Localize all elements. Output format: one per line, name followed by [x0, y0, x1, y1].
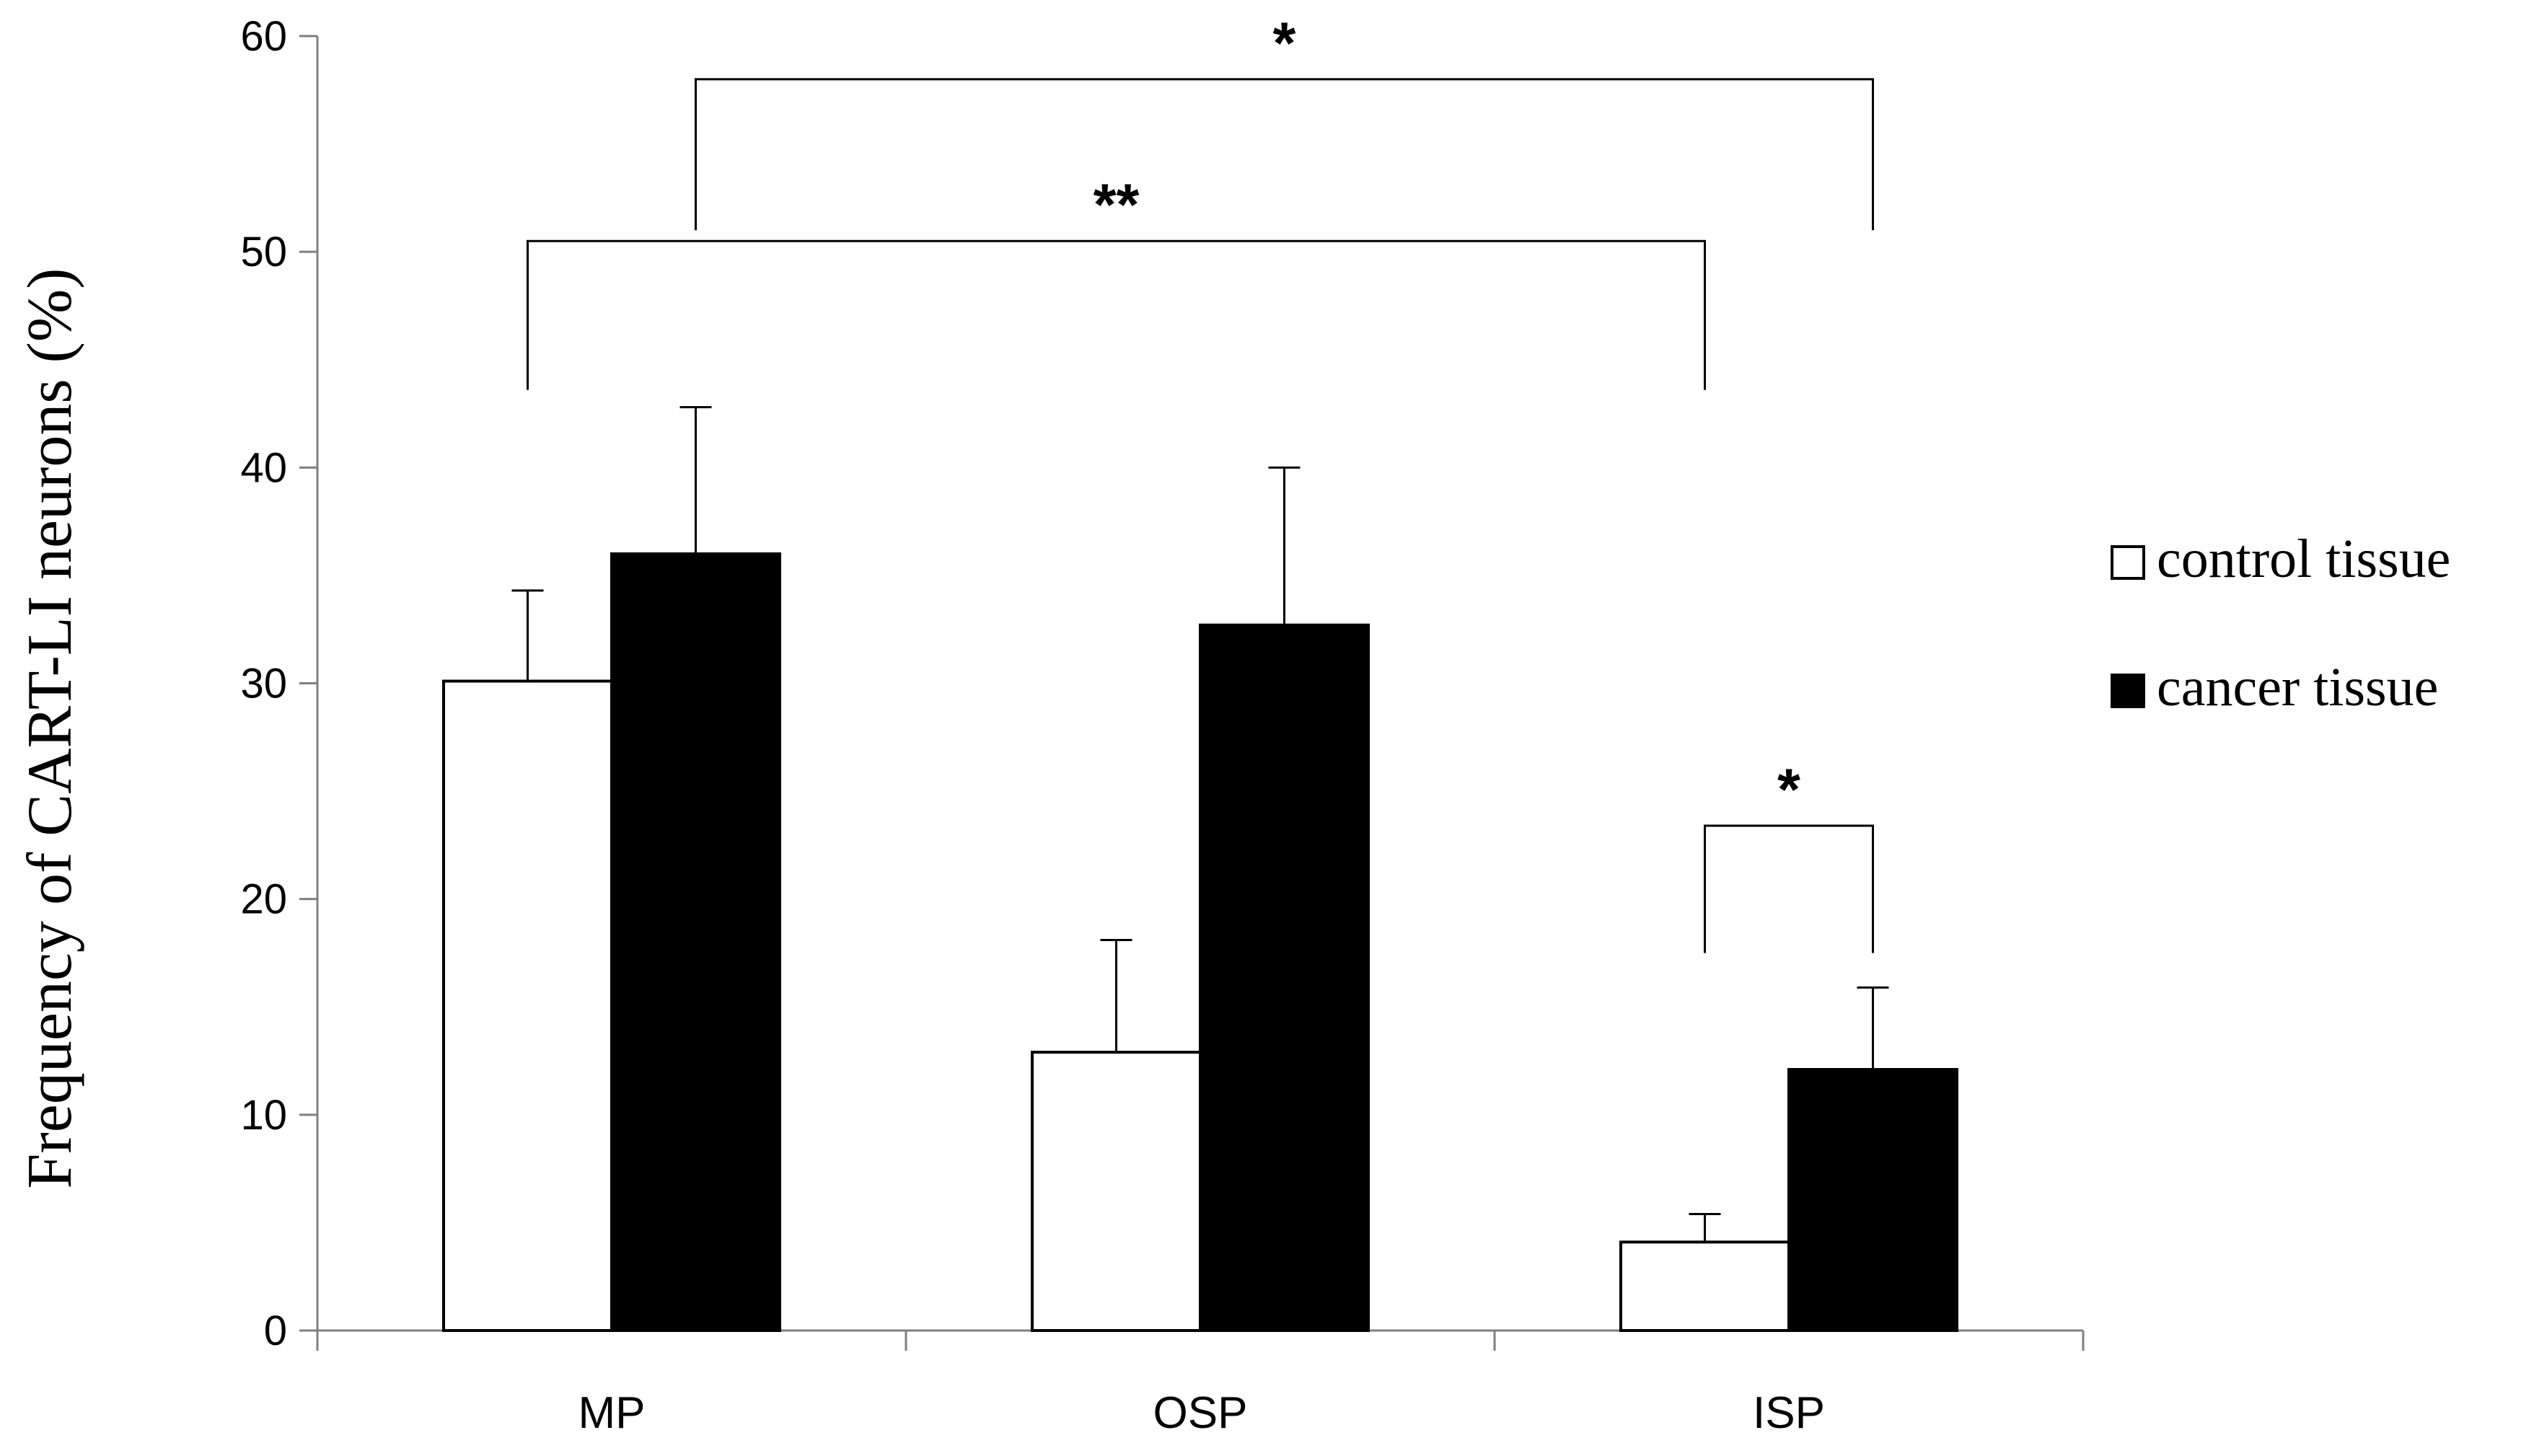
- legend-label-s1: cancer tissue: [2157, 657, 2438, 718]
- x-tick-label-osp: OSP: [1153, 1388, 1248, 1438]
- bar-mp-s0: [442, 679, 613, 1332]
- significance-label-1: **: [1094, 172, 1140, 238]
- y-tick-label-50: 50: [240, 229, 287, 275]
- error-bars: [511, 406, 1889, 1243]
- x-tick-label-mp: MP: [578, 1388, 646, 1438]
- y-tick-label-30: 30: [240, 661, 287, 707]
- y-tick-label-0: 0: [264, 1307, 287, 1354]
- axes: 0 10 20 30 40 50 60 MP OSP ISP: [240, 13, 2085, 1438]
- y-tick-label-20: 20: [240, 876, 287, 923]
- significance-label-2: *: [1777, 757, 1800, 823]
- y-tick-label-40: 40: [240, 444, 287, 491]
- bar-isp-s0: [1619, 1240, 1790, 1333]
- y-tick-label-10: 10: [240, 1092, 287, 1139]
- y-tick-label-60: 60: [240, 13, 287, 60]
- x-tick-label-isp: ISP: [1753, 1388, 1825, 1438]
- legend-label-s0: control tissue: [2157, 529, 2450, 589]
- bar-osp-s1: [1199, 623, 1370, 1332]
- significance-label-0: *: [1273, 11, 1296, 76]
- bars: [442, 552, 1958, 1333]
- significance-bracket-0: [695, 78, 1874, 231]
- bar-osp-s0: [1031, 1051, 1202, 1332]
- legend: control tissue cancer tissue: [2111, 529, 2450, 718]
- bar-isp-s1: [1787, 1068, 1958, 1332]
- significance-bracket-2: [1704, 824, 1874, 953]
- bar-mp-s1: [610, 552, 781, 1332]
- significance-bracket-1: [527, 239, 1706, 390]
- significance-brackets: ****: [527, 11, 1874, 953]
- y-axis-label: Frequency of CART-LI neurons (%): [15, 268, 85, 1189]
- legend-swatch-s1: [2111, 674, 2145, 708]
- legend-swatch-s0: [2111, 545, 2145, 580]
